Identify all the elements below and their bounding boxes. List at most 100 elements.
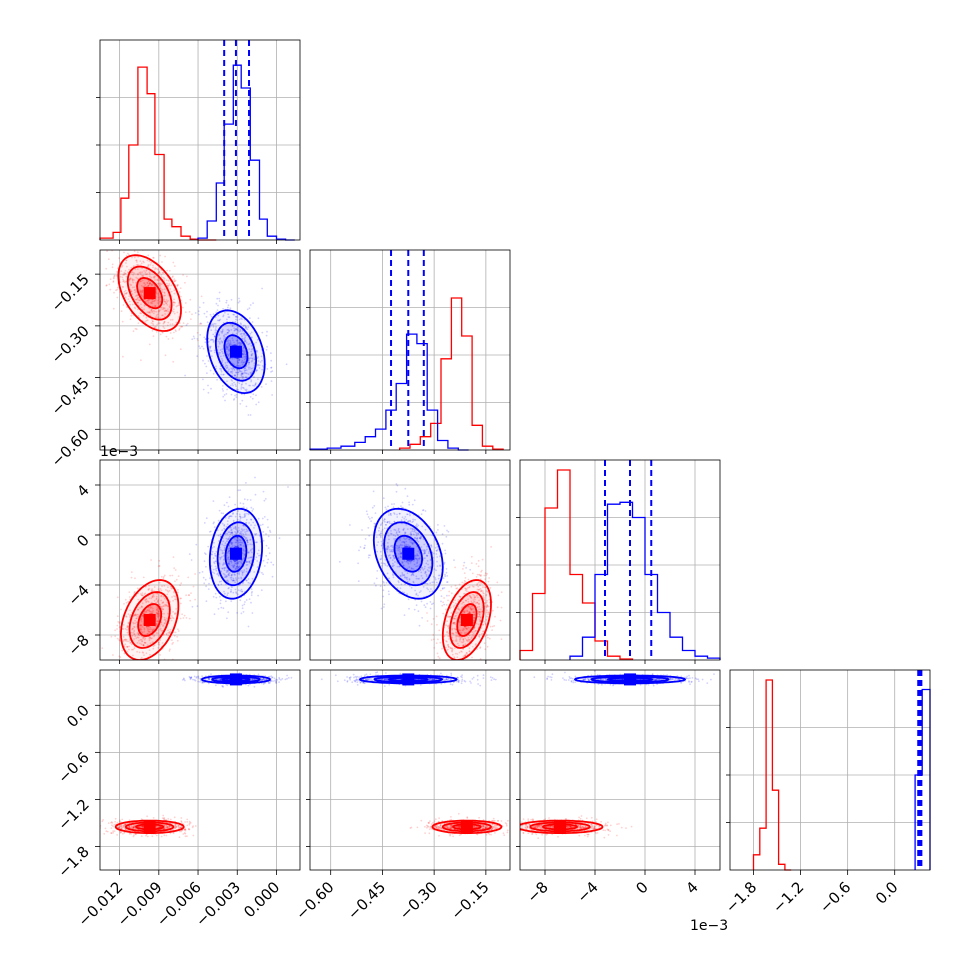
- scatter-point: [161, 308, 164, 310]
- scatter-point: [479, 616, 482, 619]
- diag-panel-p4: [726, 670, 931, 871]
- scatter-point: [184, 311, 187, 314]
- scatter-point: [133, 591, 136, 594]
- scatter-point: [252, 384, 254, 387]
- scatter-point: [470, 597, 473, 600]
- scatter-point: [456, 587, 459, 590]
- scatter-point: [101, 820, 104, 823]
- scatter-point: [244, 353, 247, 356]
- scatter-point: [447, 616, 450, 618]
- scatter-point: [156, 606, 158, 609]
- scatter-point: [443, 587, 446, 589]
- scatter-point: [251, 397, 254, 400]
- scatter-point: [379, 550, 382, 553]
- scatter-point: [147, 284, 150, 287]
- scatter-point: [420, 537, 422, 539]
- scatter-point: [141, 274, 143, 277]
- scatter-point: [402, 529, 405, 531]
- scatter-point: [483, 621, 486, 623]
- scatter-point: [222, 558, 225, 561]
- scatter-point: [129, 609, 131, 612]
- scatter-point: [218, 297, 221, 300]
- scatter-point: [122, 355, 124, 358]
- scatter-point: [160, 269, 163, 272]
- scatter-point: [172, 599, 175, 602]
- scatter-point: [219, 318, 222, 321]
- scatter-point: [240, 577, 243, 580]
- scatter-point: [396, 545, 399, 547]
- scatter-point: [400, 552, 402, 554]
- scatter-point: [149, 275, 151, 278]
- scatter-point: [176, 285, 179, 287]
- scatter-point: [463, 603, 466, 606]
- scatter-point: [118, 639, 120, 641]
- scatter-point: [271, 394, 273, 396]
- scatter-point: [375, 536, 378, 538]
- scatter-point: [462, 638, 465, 640]
- scatter-point: [232, 339, 234, 342]
- scatter-point: [140, 293, 143, 295]
- scatter-point: [225, 569, 228, 572]
- scatter-point: [186, 275, 188, 278]
- scatter-point: [364, 544, 366, 547]
- scatter-point: [211, 547, 214, 549]
- scatter-point: [174, 279, 177, 282]
- scatter-point: [215, 596, 218, 599]
- scatter-point: [402, 540, 405, 543]
- scatter-point: [153, 275, 156, 278]
- scatter-point: [233, 329, 236, 332]
- panel-content: [105, 250, 288, 416]
- scatter-point: [407, 544, 410, 546]
- scatter-point: [475, 594, 478, 597]
- scatter-point: [383, 562, 386, 565]
- scatter-point: [486, 604, 489, 606]
- scatter-point: [484, 578, 486, 580]
- scatter-point: [220, 512, 223, 514]
- scatter-point: [398, 547, 401, 549]
- scatter-point: [227, 569, 230, 572]
- scatter-point: [226, 332, 229, 334]
- scatter-point: [209, 313, 212, 316]
- scatter-point: [464, 587, 466, 590]
- scatter-point: [135, 615, 138, 617]
- scatter-point: [250, 350, 253, 353]
- scatter-point: [149, 282, 151, 285]
- scatter-point: [149, 611, 152, 613]
- scatter-point: [220, 580, 223, 583]
- scatter-point: [250, 331, 253, 334]
- scatter-point: [437, 529, 439, 531]
- scatter-point: [112, 830, 114, 832]
- scatter-point: [235, 364, 238, 367]
- scatter-point: [163, 818, 166, 821]
- scatter-point: [250, 551, 253, 554]
- scatter-point: [417, 554, 419, 557]
- scatter-point: [143, 641, 146, 644]
- scatter-point: [241, 318, 243, 321]
- scatter-point: [123, 290, 126, 293]
- scatter-point: [435, 581, 438, 584]
- scatter-point: [473, 631, 475, 633]
- scatter-point: [416, 554, 419, 557]
- scatter-point: [148, 630, 150, 633]
- scatter-point: [222, 390, 225, 392]
- scatter-point: [287, 486, 289, 488]
- scatter-point: [483, 642, 486, 645]
- scatter-point: [197, 310, 200, 312]
- scatter-point: [239, 403, 242, 405]
- scatter-point: [243, 355, 246, 358]
- scatter-point: [229, 533, 232, 535]
- scatter-point: [224, 575, 227, 578]
- scatter-point: [237, 542, 240, 544]
- scatter-point: [449, 665, 451, 667]
- scatter-point: [205, 600, 208, 603]
- scatter-point: [110, 827, 113, 829]
- scatter-point: [249, 582, 252, 585]
- scatter-point: [464, 610, 466, 612]
- scatter-point: [202, 378, 204, 381]
- scatter-point: [447, 635, 450, 638]
- scatter-point: [424, 550, 427, 552]
- scatter-point: [191, 313, 193, 316]
- scatter-point: [210, 338, 213, 341]
- scatter-point: [221, 359, 224, 362]
- scatter-point: [151, 588, 154, 590]
